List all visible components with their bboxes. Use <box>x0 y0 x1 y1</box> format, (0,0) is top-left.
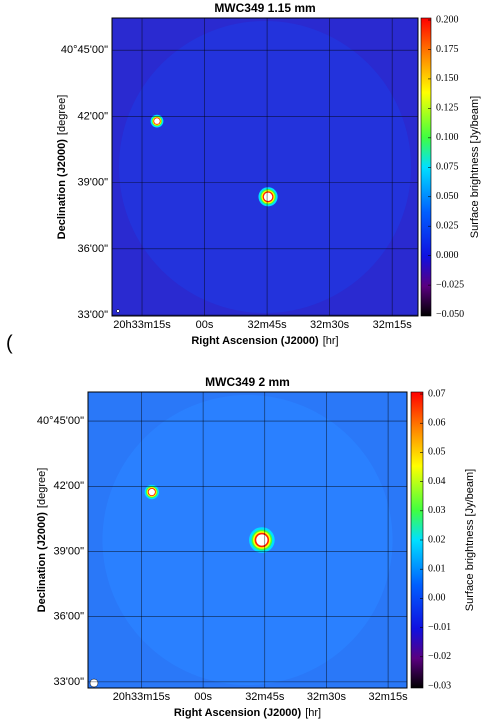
colorbar-tick-label: 0.200 <box>436 14 459 25</box>
colorbar-label: Surface brightness [Jy/beam] <box>469 96 481 238</box>
x-tick-label: 00s <box>194 691 212 703</box>
x-tick-label: 32m15s <box>373 319 413 331</box>
colorbar-tick-label: 0.150 <box>436 73 459 84</box>
colorbar-tick-label: 0.175 <box>436 44 459 55</box>
y-axis-label: Declination (J2000) [degree] <box>36 468 48 613</box>
colorbar-tick-label: 0.03 <box>428 505 446 516</box>
colorbar-tick-label: 0.06 <box>428 418 446 429</box>
y-tick-label: 36'00" <box>54 611 85 623</box>
x-tick-label: 20h33m15s <box>113 319 171 331</box>
y-tick-label: 42'00" <box>78 110 109 122</box>
plot-frame <box>87 391 408 689</box>
x-axis-label-unit: [hr] <box>323 335 339 347</box>
source <box>263 192 273 201</box>
colorbar-tick-label: 0.050 <box>436 191 459 202</box>
x-tick-label: 32m30s <box>307 691 347 703</box>
y-axis-label-name: Declination (J2000) <box>56 139 68 240</box>
source <box>256 534 268 546</box>
chart-title: MWC349 2 mm <box>205 375 290 389</box>
colorbar-tick-label: 0.000 <box>436 250 459 261</box>
image-field <box>118 20 412 314</box>
colorbar-tick-label: 0.100 <box>436 132 459 143</box>
colorbar-tick-label: −0.01 <box>428 622 451 633</box>
colorbar-label: Surface brightness [Jy/beam] <box>464 469 476 611</box>
beam <box>89 678 99 688</box>
y-tick-label: 39'00" <box>54 545 85 557</box>
y-axis-label: Declination (J2000) [degree] <box>56 95 68 240</box>
y-axis-label-name: Declination (J2000) <box>36 512 48 613</box>
colorbar-tick-label: 0.05 <box>428 447 446 458</box>
source <box>148 488 155 496</box>
x-axis-label-unit: [hr] <box>305 707 321 719</box>
y-tick-label: 42'00" <box>54 480 85 492</box>
x-tick-label: 32m15s <box>369 691 409 703</box>
colorbar-tick-label: −0.02 <box>428 651 451 662</box>
y-tick-label: 33'00" <box>54 676 85 688</box>
colorbar-tick-label: −0.025 <box>436 279 464 290</box>
colorbar-tick-label: 0.07 <box>428 388 446 399</box>
colorbar-tick-label: 0.04 <box>428 476 446 487</box>
colorbar-tick-label: 0.025 <box>436 221 459 232</box>
y-tick-label: 33'00" <box>78 309 109 321</box>
image-field <box>102 394 393 686</box>
x-tick-label: 32m45s <box>248 319 288 331</box>
y-tick-label: 40°45'00" <box>37 415 84 427</box>
stray-text: ( <box>6 332 13 354</box>
x-axis-label: Right Ascension (J2000) [hr] <box>191 335 338 347</box>
x-axis-label: Right Ascension (J2000) [hr] <box>174 707 321 719</box>
x-axis-label-name: Right Ascension (J2000) <box>174 707 302 719</box>
y-tick-label: 40°45'00" <box>61 44 108 56</box>
beam <box>116 309 120 313</box>
y-axis-label-unit: [degree] <box>36 468 48 508</box>
y-tick-label: 39'00" <box>78 177 109 189</box>
y-axis-label-unit: [degree] <box>56 95 68 135</box>
x-axis-label-name: Right Ascension (J2000) <box>191 335 319 347</box>
x-tick-label: 00s <box>196 319 214 331</box>
chart-title: MWC349 1.15 mm <box>214 1 315 15</box>
colorbar-tick-label: −0.050 <box>436 309 464 320</box>
colorbar-tick-label: −0.03 <box>428 680 451 691</box>
y-tick-label: 36'00" <box>78 243 109 255</box>
x-tick-label: 32m45s <box>245 691 285 703</box>
colorbar-tick-label: 0.00 <box>428 593 446 604</box>
source <box>154 118 160 124</box>
colorbar-tick-label: 0.02 <box>428 534 446 545</box>
colorbar-tick-label: 0.01 <box>428 563 446 574</box>
x-tick-label: 20h33m15s <box>113 691 171 703</box>
colorbar-tick-label: 0.125 <box>436 103 459 114</box>
plot-frame <box>111 17 419 317</box>
x-tick-label: 32m30s <box>310 319 350 331</box>
colorbar-tick-label: 0.075 <box>436 162 459 173</box>
